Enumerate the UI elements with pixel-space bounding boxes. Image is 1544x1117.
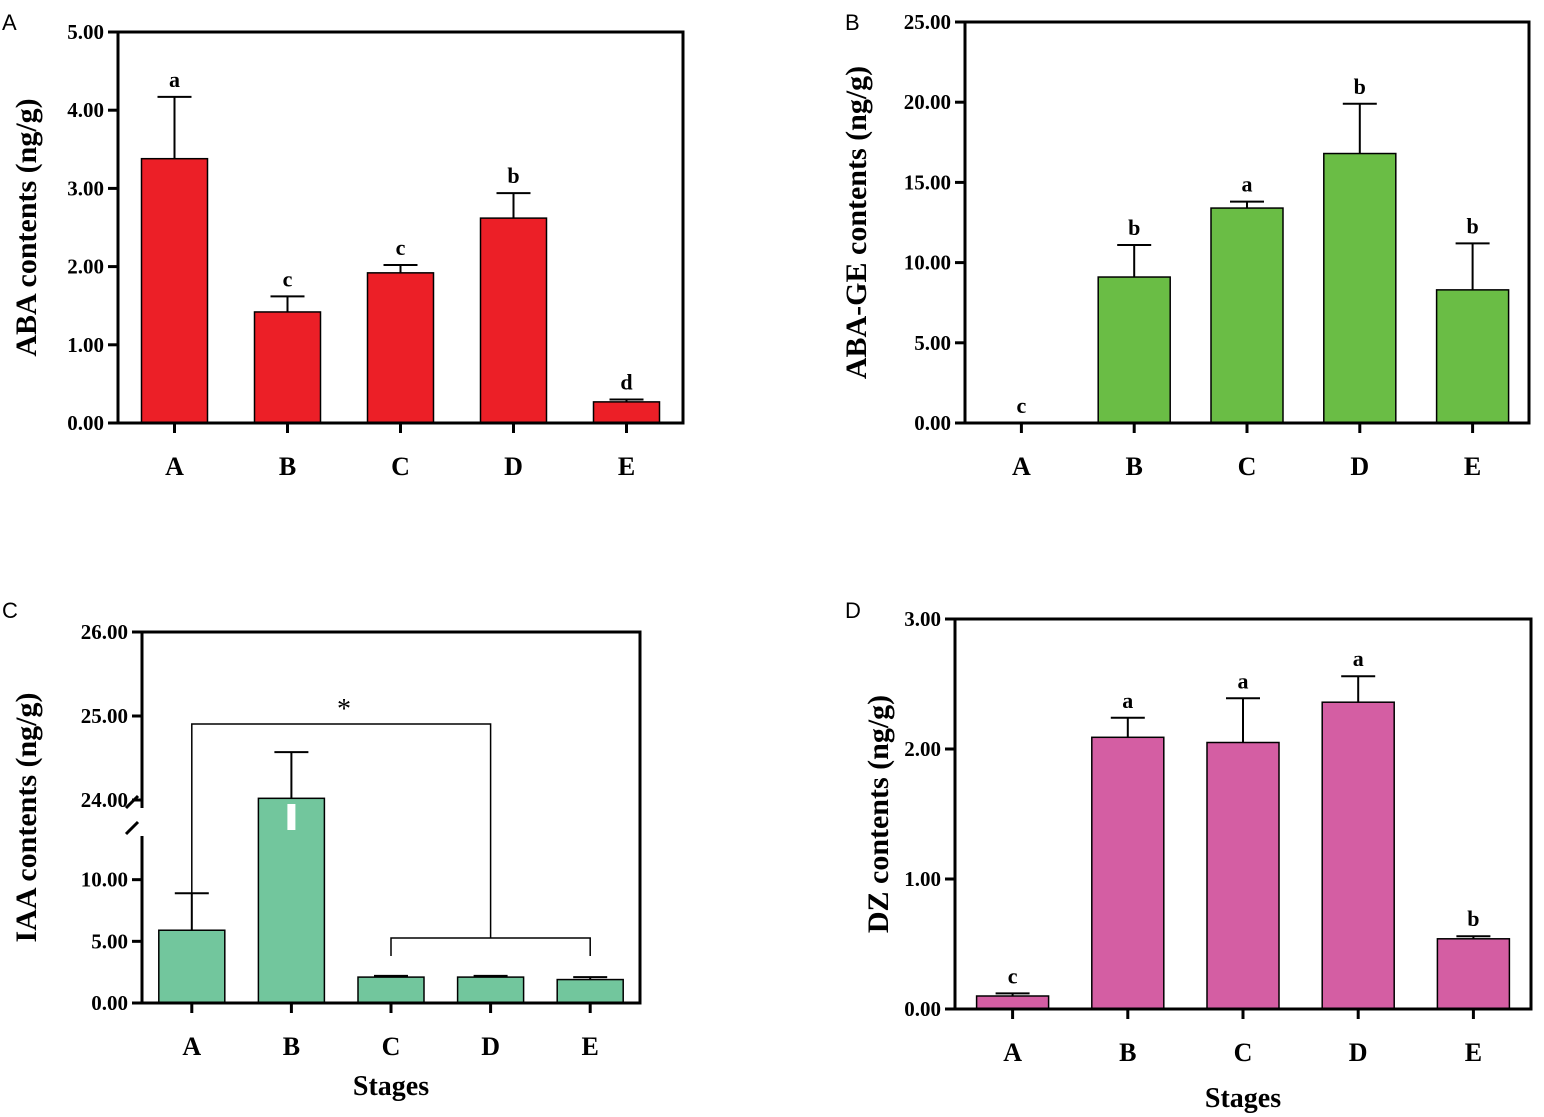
bar-d xyxy=(1321,701,1395,1010)
panel-label: D xyxy=(845,598,861,623)
bar-e xyxy=(556,978,624,1004)
bar-b xyxy=(1097,276,1171,424)
y-tick-label: 2.00 xyxy=(67,255,104,279)
chart-panel-b: c b a b b 0.00 5.00 10.00 15.00 20.00 25.00 A B C D E AB… xyxy=(840,10,1531,481)
bar-d xyxy=(456,976,525,1004)
x-tick-label: B xyxy=(279,452,296,481)
panel-label: B xyxy=(845,10,860,35)
y-axis-label: IAA contents (ng/g) xyxy=(10,692,43,942)
panel-label: A xyxy=(2,10,17,35)
significance-letter: c xyxy=(1017,393,1027,418)
x-tick-label: D xyxy=(481,1032,500,1061)
significance-bracket-lower xyxy=(390,937,591,956)
x-tick-label: E xyxy=(618,452,635,481)
bar-b xyxy=(257,797,326,1004)
x-tick-label: E xyxy=(1465,1038,1482,1067)
chart-panel-d: c a a a b 0.00 1.00 2.00 3.00 A B C D E DZ contents (n… xyxy=(845,598,1533,1114)
x-tick-label: D xyxy=(504,452,523,481)
y-tick-label: 0.00 xyxy=(904,997,941,1021)
x-tick-label: B xyxy=(1126,452,1143,481)
y-tick-label: 5.00 xyxy=(914,331,951,355)
y-tick-label: 0.00 xyxy=(914,411,951,435)
significance-letter: a xyxy=(1238,668,1249,693)
significance-letter: c xyxy=(283,266,293,291)
y-tick-label: 5.00 xyxy=(67,20,104,44)
x-tick-label: B xyxy=(283,1032,300,1061)
significance-letter: c xyxy=(1008,963,1018,988)
significance-letter: a xyxy=(1122,688,1133,713)
bar-a xyxy=(140,157,209,424)
y-tick-label: 15.00 xyxy=(904,170,951,194)
panel-label: C xyxy=(2,598,18,623)
bar-d xyxy=(479,217,548,424)
y-axis-label: ABA contents (ng/g) xyxy=(10,98,43,356)
bar-c xyxy=(357,976,425,1004)
y-tick-label: 0.00 xyxy=(67,411,104,435)
significance-letter: b xyxy=(1354,74,1366,99)
significance-letter: b xyxy=(1466,213,1478,238)
significance-letter: a xyxy=(169,67,180,92)
bar-e xyxy=(1435,289,1510,424)
y-tick-label: 0.00 xyxy=(91,991,128,1015)
x-tick-label: C xyxy=(391,452,410,481)
bar-a xyxy=(158,929,226,1004)
x-tick-label: E xyxy=(582,1032,599,1061)
x-tick-label: C xyxy=(382,1032,401,1061)
significance-letter: c xyxy=(396,235,406,260)
y-tick-label: 20.00 xyxy=(904,90,951,114)
y-tick-label: 26.00 xyxy=(81,620,128,644)
y-tick-label: 3.00 xyxy=(904,607,941,631)
bar-c xyxy=(366,272,435,424)
bar-d xyxy=(1323,152,1397,424)
x-axis-label: Stages xyxy=(353,1071,429,1102)
significance-star: * xyxy=(337,694,351,725)
y-axis-label: ABA-GE contents (ng/g) xyxy=(840,66,873,379)
y-tick-label: 10.00 xyxy=(904,251,951,275)
x-tick-label: C xyxy=(1238,452,1257,481)
y-tick-label: 4.00 xyxy=(67,98,104,122)
chart-panel-c: 0.00 5.00 10.00 24.00 25.00 26.00 A B C D E IAA con… xyxy=(2,598,642,1102)
error-bar-break-gap xyxy=(287,804,296,830)
x-tick-label: E xyxy=(1464,452,1481,481)
significance-letter: b xyxy=(1467,906,1479,931)
x-tick-label: A xyxy=(1012,452,1031,481)
y-tick-label: 3.00 xyxy=(67,176,104,200)
y-tick-label: 5.00 xyxy=(91,929,128,953)
bar-a xyxy=(975,995,1050,1010)
x-tick-label: D xyxy=(1349,1038,1368,1067)
x-tick-label: A xyxy=(1003,1038,1022,1067)
bar-e xyxy=(1436,938,1511,1010)
x-tick-label: A xyxy=(165,452,184,481)
significance-letter: d xyxy=(620,370,632,395)
axis-break-mark xyxy=(124,820,140,836)
bar-e xyxy=(592,401,661,424)
significance-letter: b xyxy=(507,163,519,188)
axis-break-mark xyxy=(124,794,140,810)
y-tick-label: 2.00 xyxy=(904,737,941,761)
chart-panel-a: a c c b d 0.00 1.00 2.00 3.00 4.00 5.00 A B C D E ABA co… xyxy=(2,10,685,481)
y-axis-label: DZ contents (ng/g) xyxy=(862,695,895,933)
x-tick-label: C xyxy=(1234,1038,1253,1067)
bar-c xyxy=(1210,207,1284,424)
bar-b xyxy=(253,311,322,424)
y-tick-label: 1.00 xyxy=(904,867,941,891)
x-tick-label: D xyxy=(1350,452,1369,481)
x-tick-label: A xyxy=(182,1032,201,1061)
y-tick-label: 25.00 xyxy=(81,704,128,728)
significance-letter: b xyxy=(1128,215,1140,240)
bar-c xyxy=(1206,741,1280,1010)
y-tick-label: 24.00 xyxy=(81,788,128,812)
y-tick-label: 10.00 xyxy=(81,868,128,892)
x-tick-label: B xyxy=(1119,1038,1136,1067)
significance-bracket-upper xyxy=(191,723,492,938)
significance-letter: a xyxy=(1242,172,1253,197)
significance-letter: a xyxy=(1353,646,1364,671)
y-tick-label: 1.00 xyxy=(67,333,104,357)
y-tick-label: 25.00 xyxy=(904,10,951,34)
axis-break-gap xyxy=(136,808,148,836)
bar-b xyxy=(1091,736,1165,1010)
x-axis-label: Stages xyxy=(1205,1083,1281,1114)
